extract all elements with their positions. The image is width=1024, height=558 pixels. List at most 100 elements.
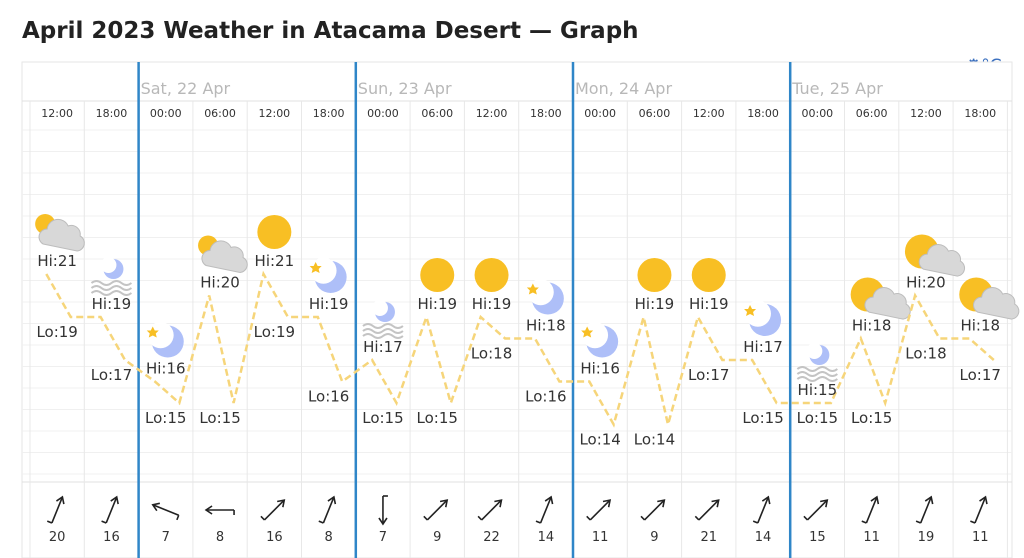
hi-label: Hi:19: [472, 295, 512, 313]
wind-speed-label: 8: [216, 530, 224, 545]
wind-barb: [970, 520, 976, 524]
wind-head: [55, 495, 65, 505]
wind-speed-label: 9: [433, 530, 441, 545]
moon-part: [806, 343, 830, 365]
wind-speed-label: 11: [863, 530, 880, 545]
wind-barb: [477, 515, 483, 521]
wind-shaft: [539, 496, 552, 524]
clear-night-icon: [309, 257, 347, 293]
mist-line: [362, 323, 404, 329]
wind-shaft: [974, 496, 987, 524]
wind-head: [378, 517, 388, 526]
wind-head: [494, 499, 503, 508]
wind-barb: [915, 520, 922, 524]
hi-label: Hi:18: [960, 317, 1000, 335]
wind-barb: [101, 520, 107, 524]
moon-cutout: [527, 278, 554, 306]
wind-head: [761, 495, 771, 505]
lo-label: Lo:18: [471, 345, 512, 363]
lo-label: Lo:15: [145, 409, 186, 427]
wind-barb: [260, 515, 266, 521]
mist-night-icon: [796, 343, 838, 382]
lo-label: Lo:15: [797, 409, 838, 427]
time-label: 06:00: [421, 107, 453, 120]
time-label: 12:00: [41, 107, 73, 120]
cloud-shape: [38, 218, 85, 252]
wind-arrow-icon: [318, 495, 337, 524]
wind-speed-label: 9: [650, 530, 658, 545]
time-label: 12:00: [476, 107, 508, 120]
clear-night-icon: [526, 278, 564, 315]
moon-part: [371, 300, 395, 322]
wind-shaft: [51, 496, 64, 524]
star-shape: [744, 305, 757, 316]
lo-label: Lo:14: [579, 431, 620, 449]
wind-arrow-icon: [151, 502, 180, 521]
mist-line: [90, 280, 133, 286]
moon-cutout: [581, 321, 609, 349]
wind-speed-label: 11: [592, 530, 609, 545]
cloudy-day-icon: [35, 214, 85, 252]
partly-cloudy-icon: [904, 234, 966, 277]
lo-label: Lo:17: [960, 366, 1001, 384]
wind-barb: [586, 515, 591, 521]
sun-shape: [691, 258, 726, 292]
time-label: 00:00: [584, 107, 616, 120]
wind-head: [439, 499, 449, 508]
sun-icon: [420, 258, 455, 292]
mist-night-icon: [90, 257, 133, 296]
wind-arrow-icon: [694, 499, 720, 521]
wind-shaft: [105, 496, 118, 524]
lo-label: Lo:18: [905, 345, 946, 363]
moon-cutout: [744, 300, 771, 327]
day-label: Sun, 23 Apr: [358, 79, 452, 98]
lo-label: Lo:16: [308, 388, 349, 406]
hi-label: Hi:21: [37, 252, 77, 270]
mist-night-icon: [362, 300, 404, 339]
hi-label: Hi:15: [798, 381, 838, 399]
hi-label: Hi:17: [743, 338, 783, 356]
hi-label: Hi:19: [689, 295, 729, 313]
cloud-shape: [918, 243, 966, 277]
wind-arrow-icon: [260, 499, 286, 521]
time-label: 12:00: [910, 107, 942, 120]
wind-arrow-icon: [970, 495, 988, 524]
hi-label: Hi:21: [255, 252, 295, 270]
hi-label: Hi:16: [146, 360, 186, 378]
wind-shaft: [806, 499, 828, 521]
wind-barb: [423, 515, 428, 521]
wind-shaft: [919, 496, 932, 524]
hi-label: Hi:18: [526, 317, 566, 335]
wind-head: [544, 495, 554, 505]
wind-barb: [640, 515, 646, 521]
wind-speed-label: 14: [755, 530, 772, 545]
wind-barb: [803, 515, 809, 521]
clear-night-icon: [744, 300, 782, 336]
wind-barb: [176, 514, 180, 521]
wind-arrow-icon: [378, 495, 388, 526]
lo-label: Lo:16: [525, 388, 566, 406]
lo-label: Lo:15: [199, 409, 240, 427]
wind-barb: [861, 520, 867, 524]
wind-speed-label: 8: [325, 530, 333, 545]
page-title: April 2023 Weather in Atacama Desert — G…: [22, 18, 639, 44]
wind-speed-label: 7: [379, 530, 387, 545]
wind-speed-label: 16: [266, 530, 283, 545]
sun-shape: [257, 215, 292, 249]
time-label: 06:00: [204, 107, 236, 120]
wind-shaft: [263, 499, 285, 521]
sun-shape: [474, 258, 509, 292]
wind-speed-label: 11: [972, 530, 989, 545]
hi-label: Hi:17: [363, 338, 403, 356]
lo-label: Lo:14: [634, 431, 675, 449]
wind-shaft: [481, 499, 503, 521]
wind-head: [327, 495, 337, 505]
lo-label: Lo:15: [362, 409, 403, 427]
wind-arrow-icon: [46, 495, 65, 524]
time-label: 12:00: [693, 107, 725, 120]
wind-speed-label: 15: [809, 530, 826, 545]
wind-barb: [535, 520, 541, 524]
star-shape: [526, 283, 539, 295]
wind-head: [602, 499, 612, 508]
time-label: 18:00: [313, 107, 345, 120]
